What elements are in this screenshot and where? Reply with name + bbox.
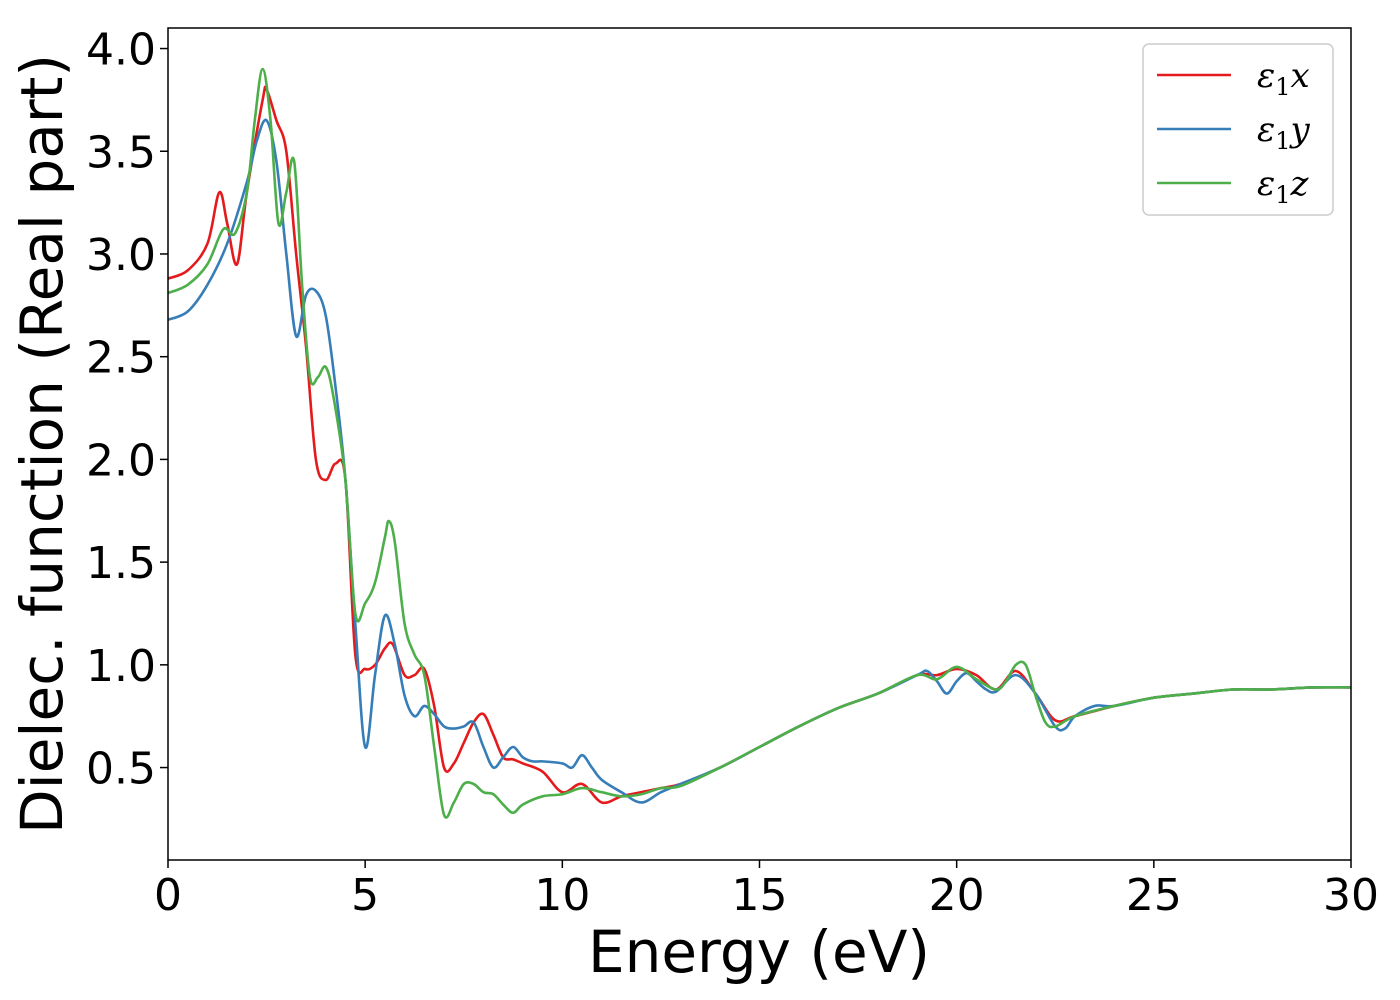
x-axis: 0 5 10 15 20 25 30: [154, 860, 1379, 921]
x-axis-title: Energy (eV): [588, 918, 930, 986]
y-tick-label: 3.5: [86, 127, 156, 178]
x-tick-label: 30: [1323, 870, 1379, 921]
x-tick-label: 15: [732, 870, 788, 921]
series-line-z: [168, 67, 1351, 819]
x-tick-label: 20: [929, 870, 985, 921]
y-tick-label: 2.5: [86, 333, 156, 384]
legend-label-x: ε1x: [1257, 56, 1310, 101]
legend-box: [1142, 43, 1334, 216]
series-line-y: [168, 118, 1351, 804]
y-tick-label: 4.0: [86, 25, 156, 76]
y-tick-label: 2.0: [86, 435, 156, 486]
y-tick-label: 0.5: [86, 744, 156, 795]
series-group: [168, 67, 1351, 819]
x-tick-label: 10: [534, 870, 590, 921]
legend-label-z: ε1z: [1257, 164, 1310, 209]
x-tick-label: 5: [351, 870, 379, 921]
y-axis-title: Dielec. function (Real part): [8, 54, 76, 834]
y-tick-label: 1.0: [86, 641, 156, 692]
y-axis: 0.5 1.0 1.5 2.0 2.5 3.0 3.5 4.0: [86, 25, 168, 795]
y-tick-label: 3.0: [86, 230, 156, 281]
legend-label-y: ε1y: [1257, 110, 1311, 155]
y-tick-label: 1.5: [86, 538, 156, 589]
x-tick-label: 0: [154, 870, 182, 921]
legend: ε1x ε1y ε1z: [1142, 43, 1334, 216]
x-tick-label: 25: [1126, 870, 1182, 921]
